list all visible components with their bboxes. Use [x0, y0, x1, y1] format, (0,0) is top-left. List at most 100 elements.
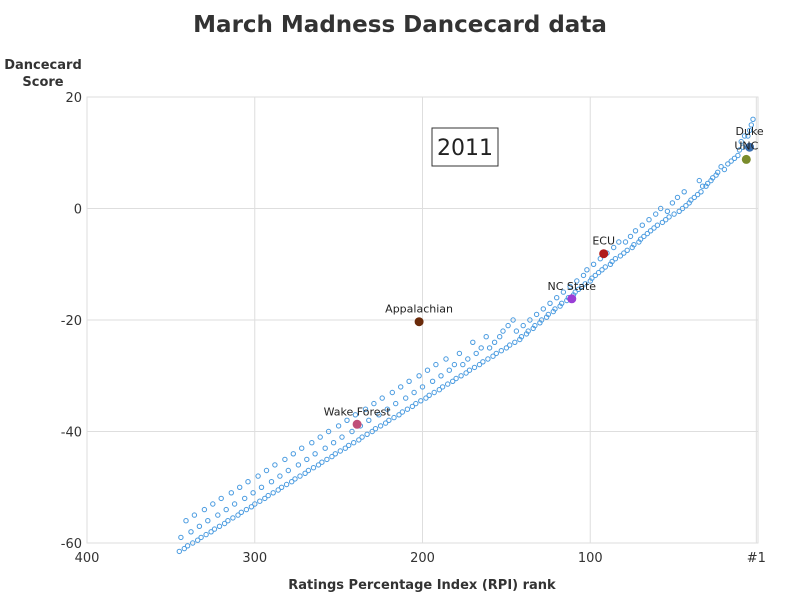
data-point: [351, 440, 357, 446]
data-point: [419, 384, 426, 390]
data-point: [319, 459, 325, 465]
data-point: [480, 359, 486, 365]
data-point: [191, 512, 198, 518]
data-point: [339, 434, 345, 440]
data-point: [653, 211, 659, 217]
data-point: [439, 384, 446, 390]
data-point: [245, 479, 251, 485]
data-point: [195, 537, 201, 543]
data-point: [580, 272, 587, 279]
data-point: [507, 342, 513, 348]
y-tick-label: -40: [61, 426, 82, 441]
data-point: [632, 228, 639, 234]
data-point: [663, 217, 669, 223]
data-point: [659, 219, 666, 226]
data-point: [285, 467, 291, 474]
data-point: [362, 406, 369, 412]
data-point: [530, 325, 536, 332]
x-tick-label: #1: [747, 551, 766, 566]
data-point: [584, 267, 590, 273]
x-axis-label: Ratings Percentage Index (RPI) rank: [288, 578, 556, 593]
data-point: [352, 412, 359, 418]
data-point: [616, 239, 622, 245]
data-point: [231, 501, 238, 507]
x-tick-label: 100: [578, 551, 603, 566]
data-point: [376, 412, 382, 418]
data-point: [302, 470, 308, 476]
data-point: [666, 214, 672, 220]
data-point: [176, 548, 183, 555]
data-point: [282, 456, 288, 463]
data-point: [258, 484, 265, 490]
data-point: [681, 189, 687, 195]
data-point: [493, 350, 499, 357]
data-point: [703, 183, 709, 189]
data-point: [627, 233, 634, 240]
data-point: [223, 506, 229, 513]
data-point: [426, 392, 432, 398]
data-point: [503, 345, 510, 351]
data-point: [349, 428, 355, 435]
data-point: [644, 230, 650, 237]
data-point: [460, 361, 466, 368]
data-point: [453, 375, 459, 382]
highlight-point: [741, 154, 751, 164]
data-point: [560, 289, 567, 295]
data-point: [386, 417, 392, 423]
team-label: ECU: [592, 235, 615, 248]
data-point: [602, 264, 608, 270]
data-point: [399, 409, 406, 415]
data-point: [406, 378, 412, 384]
data-point: [299, 445, 305, 451]
data-point: [312, 451, 318, 457]
data-point: [728, 158, 734, 164]
data-point: [183, 518, 189, 524]
data-point: [540, 306, 546, 312]
data-point: [391, 414, 397, 421]
data-point: [228, 490, 235, 496]
data-point: [533, 311, 540, 318]
data-point: [324, 456, 330, 463]
data-point: [403, 395, 409, 401]
data-point: [416, 373, 422, 379]
data-point: [654, 222, 661, 228]
data-point: [275, 487, 281, 493]
data-point: [332, 451, 338, 457]
data-point: [451, 361, 458, 368]
data-point: [243, 506, 250, 513]
data-point: [184, 543, 191, 549]
data-point: [458, 373, 464, 379]
data-point: [694, 191, 701, 198]
data-point: [436, 387, 442, 393]
data-point: [272, 462, 278, 468]
data-point: [335, 423, 342, 429]
highlight-point: [745, 142, 755, 152]
data-point: [304, 456, 310, 463]
data-point: [315, 462, 322, 468]
data-point: [290, 451, 296, 457]
data-point: [342, 445, 348, 451]
data-point: [181, 545, 188, 552]
data-point: [490, 353, 496, 359]
data-point: [669, 200, 676, 206]
data-point: [671, 211, 677, 217]
data-point: [366, 417, 372, 423]
data-point: [621, 250, 627, 256]
data-point: [205, 518, 211, 524]
data-point: [443, 356, 449, 362]
data-point: [438, 373, 444, 379]
x-tick-label: 300: [242, 551, 267, 566]
data-point: [741, 133, 748, 139]
data-point: [696, 177, 702, 184]
data-point: [404, 406, 411, 412]
data-point: [372, 426, 379, 432]
data-point: [389, 389, 395, 396]
data-point: [641, 233, 647, 240]
data-point: [257, 498, 263, 504]
data-point: [309, 440, 315, 446]
data-point: [589, 275, 595, 281]
data-point: [629, 244, 635, 251]
chart-title: March Madness Dancecard data: [193, 12, 607, 38]
data-point: [393, 400, 399, 407]
data-point: [691, 194, 697, 201]
